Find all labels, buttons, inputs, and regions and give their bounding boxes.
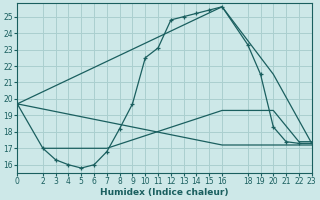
X-axis label: Humidex (Indice chaleur): Humidex (Indice chaleur) xyxy=(100,188,229,197)
